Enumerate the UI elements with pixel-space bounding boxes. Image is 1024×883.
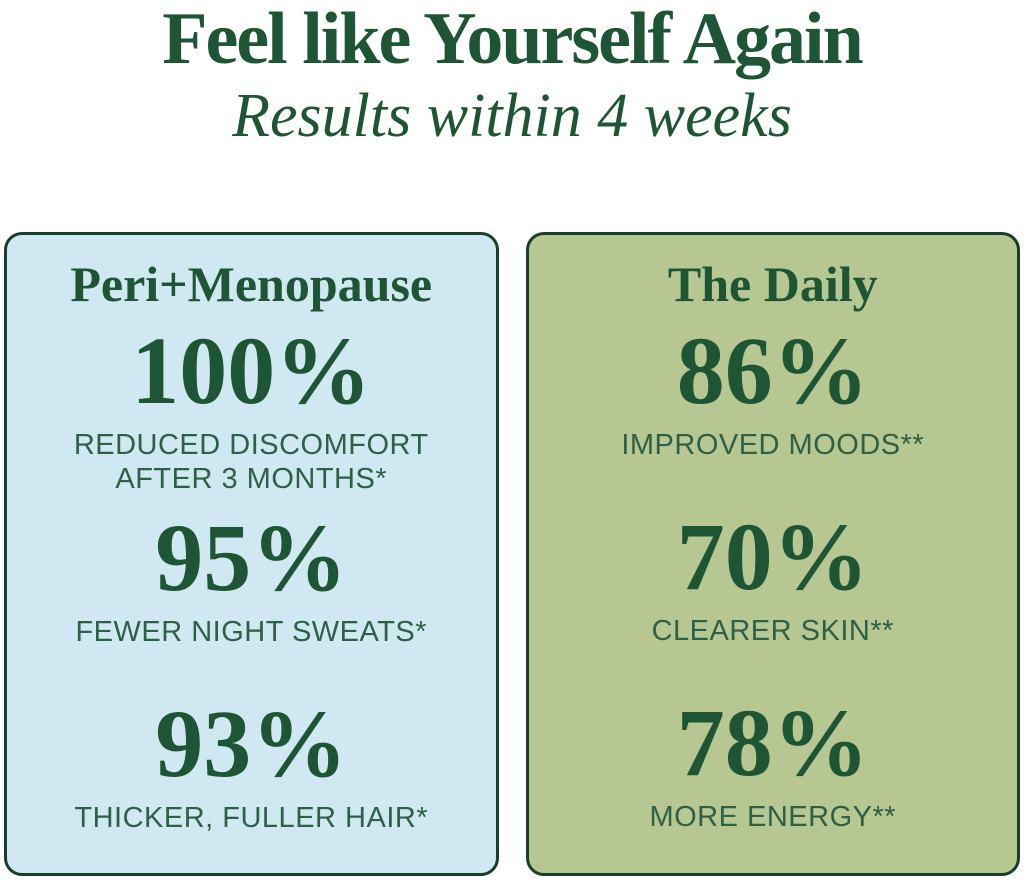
stat-value: 86% [676,317,869,424]
stat-block: 100% REDUCED DISCOMFORT AFTER 3 MONTHS* [27,323,476,496]
stat-block: 95% FEWER NIGHT SWEATS* [27,510,476,682]
peri-menopause-card: Peri+Menopause 100% REDUCED DISCOMFORT A… [4,232,499,876]
stat-value: 70% [676,503,869,610]
stat-label: FEWER NIGHT SWEATS* [75,616,428,649]
stat-label: CLEARER SKIN** [651,615,894,647]
header: Feel like Yourself Again Results within … [0,0,1024,150]
page-subtitle: Results within 4 weeks [232,82,792,150]
card-title: The Daily [667,256,878,312]
comparison-cards: Peri+Menopause 100% REDUCED DISCOMFORT A… [4,232,1020,876]
stat-label: IMPROVED MOODS** [621,429,925,461]
stat-value: 100% [131,317,372,424]
stat-label: MORE ENERGY** [649,801,897,833]
stat-label: THICKER, FULLER HAIR* [74,802,429,835]
card-title: Peri+Menopause [70,256,433,312]
stat-block: 86% IMPROVED MOODS** [549,323,998,495]
the-daily-card: The Daily 86% IMPROVED MOODS** 70% CLEAR… [525,232,1020,876]
stat-block: 78% MORE ENERGY** [549,695,998,867]
stat-label: REDUCED DISCOMFORT AFTER 3 MONTHS* [73,429,429,495]
stat-block: 93% THICKER, FULLER HAIR* [27,696,476,868]
stat-block: 70% CLEARER SKIN** [549,509,998,681]
stat-value: 78% [676,689,869,796]
page-title: Feel like Yourself Again [162,0,863,80]
stat-value: 95% [155,504,348,612]
stat-value: 93% [155,690,348,798]
